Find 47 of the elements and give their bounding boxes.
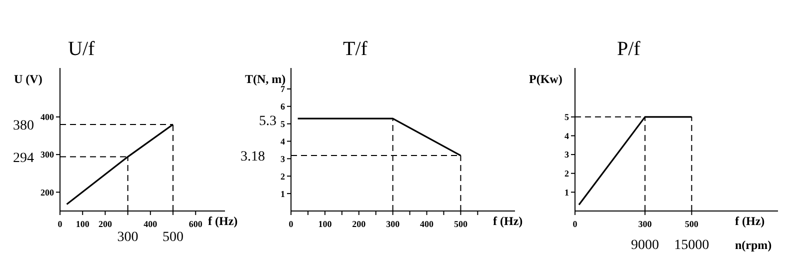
x-tick-label: 400 bbox=[144, 219, 158, 229]
ref-line-label: 3.18 bbox=[240, 150, 265, 165]
y-tick-label: 3 bbox=[564, 150, 570, 160]
x-tick-label: 100 bbox=[76, 219, 90, 229]
x-tick-label: 300 bbox=[638, 219, 652, 229]
y-tick-label: 2 bbox=[280, 171, 286, 182]
y-axis-title: P(Kw) bbox=[529, 72, 562, 87]
text: 5.3 bbox=[259, 114, 276, 130]
x2-tick-label: 9000 bbox=[631, 238, 659, 253]
y-tick-label: 4 bbox=[564, 130, 570, 141]
y-axis-title: T(N, m) bbox=[245, 72, 286, 86]
y-tick-label: 2 bbox=[564, 168, 570, 179]
x-axis-title: f (Hz) bbox=[735, 214, 765, 229]
x-tick-label: 200 bbox=[98, 219, 112, 229]
x-tick-label: 400 bbox=[420, 219, 434, 229]
x-axis-title: f (Hz) bbox=[493, 214, 523, 229]
x-tick-label: 0 bbox=[288, 219, 294, 229]
ref-line-label: 500 bbox=[162, 230, 184, 245]
y-tick-label: 300 bbox=[40, 150, 54, 160]
y-tick-label: 400 bbox=[40, 112, 54, 122]
y-tick-label: 6 bbox=[280, 102, 286, 112]
x-tick-label: 300 bbox=[386, 219, 400, 229]
y-tick-label: 5 bbox=[280, 119, 286, 129]
ref-line-label: 294 bbox=[13, 150, 34, 166]
y-tick-label: 4 bbox=[280, 136, 286, 146]
x-tick-label: 100 bbox=[318, 219, 332, 229]
x2-tick-label: 15000 bbox=[674, 238, 710, 253]
x-axis-title: f (Hz) bbox=[208, 214, 238, 229]
y-tick-label: 5 bbox=[564, 112, 570, 122]
x-tick-label: 500 bbox=[454, 219, 468, 229]
chart-title: T/f bbox=[343, 38, 368, 61]
y-tick-label: 200 bbox=[40, 187, 54, 198]
x-tick-label: 0 bbox=[58, 219, 63, 229]
chart-title: U/f bbox=[68, 38, 95, 61]
x-tick-label: 0 bbox=[572, 219, 578, 229]
x-tick-label: 500 bbox=[684, 219, 699, 229]
y-tick-label: 7 bbox=[280, 84, 286, 94]
x-tick-label: 600 bbox=[188, 219, 203, 229]
ref-line-label: 380 bbox=[13, 118, 34, 134]
x2-axis-title: n(rpm) bbox=[735, 238, 772, 253]
chart-title: P/f bbox=[617, 38, 640, 61]
y-axis-title: U (V) bbox=[14, 72, 42, 87]
y-tick-label: 1 bbox=[564, 187, 570, 198]
y-tick-label: 3 bbox=[280, 154, 286, 164]
ref-line-label: 300 bbox=[117, 230, 138, 245]
y-tick-label: 1 bbox=[280, 188, 286, 199]
x-tick-label: 200 bbox=[352, 219, 366, 229]
